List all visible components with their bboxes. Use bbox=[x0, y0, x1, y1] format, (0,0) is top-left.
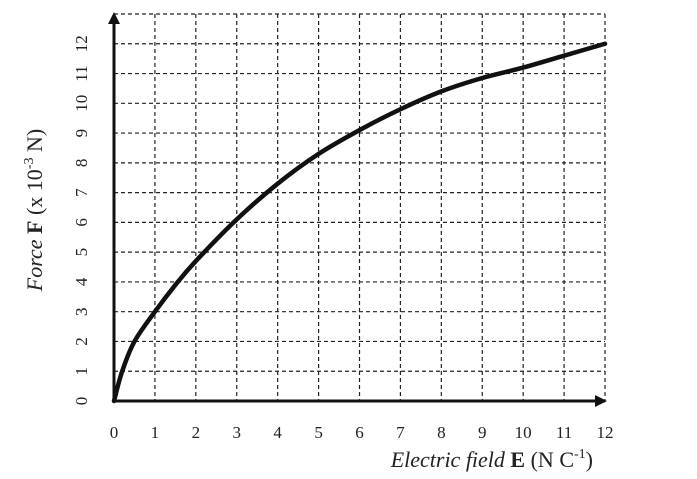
x-tick-label: 9 bbox=[478, 423, 487, 442]
x-axis-label: Electric field E (N C-1) bbox=[390, 447, 593, 472]
y-tick-label: 12 bbox=[72, 35, 91, 52]
grid bbox=[114, 13, 606, 401]
x-tick-label: 10 bbox=[515, 423, 532, 442]
x-axis-arrow bbox=[595, 395, 607, 407]
y-tick-label: 8 bbox=[72, 159, 91, 168]
y-tick-label: 5 bbox=[72, 248, 91, 257]
y-axis-label: Force F (x 10-3 N) bbox=[22, 129, 47, 292]
y-tick-label: 4 bbox=[72, 277, 91, 286]
y-tick-label: 11 bbox=[72, 65, 91, 81]
x-tick-label: 8 bbox=[437, 423, 446, 442]
x-tick-label: 1 bbox=[151, 423, 160, 442]
x-tick-labels: 0 1 2 3 4 5 6 7 8 9 10 11 12 bbox=[110, 423, 614, 442]
y-axis-arrow bbox=[108, 12, 120, 24]
y-tick-label: 6 bbox=[72, 218, 91, 227]
y-tick-label: 10 bbox=[72, 95, 91, 112]
x-tick-label: 7 bbox=[396, 423, 405, 442]
x-tick-label: 2 bbox=[192, 423, 201, 442]
x-tick-label: 3 bbox=[233, 423, 242, 442]
x-tick-label: 12 bbox=[597, 423, 614, 442]
force-curve-line bbox=[111, 41, 608, 404]
x-tick-label: 11 bbox=[556, 423, 572, 442]
y-tick-label: 2 bbox=[72, 337, 91, 346]
x-tick-label: 0 bbox=[110, 423, 119, 442]
y-tick-label: 3 bbox=[72, 307, 91, 316]
y-tick-label: 0 bbox=[72, 397, 91, 406]
y-tick-label: 1 bbox=[72, 367, 91, 376]
x-tick-label: 5 bbox=[314, 423, 323, 442]
axes bbox=[108, 12, 607, 407]
plot-area bbox=[111, 41, 608, 404]
x-tick-label: 6 bbox=[355, 423, 364, 442]
x-tick-label: 4 bbox=[273, 423, 282, 442]
y-tick-label: 9 bbox=[72, 129, 91, 138]
y-tick-label: 7 bbox=[72, 188, 91, 197]
